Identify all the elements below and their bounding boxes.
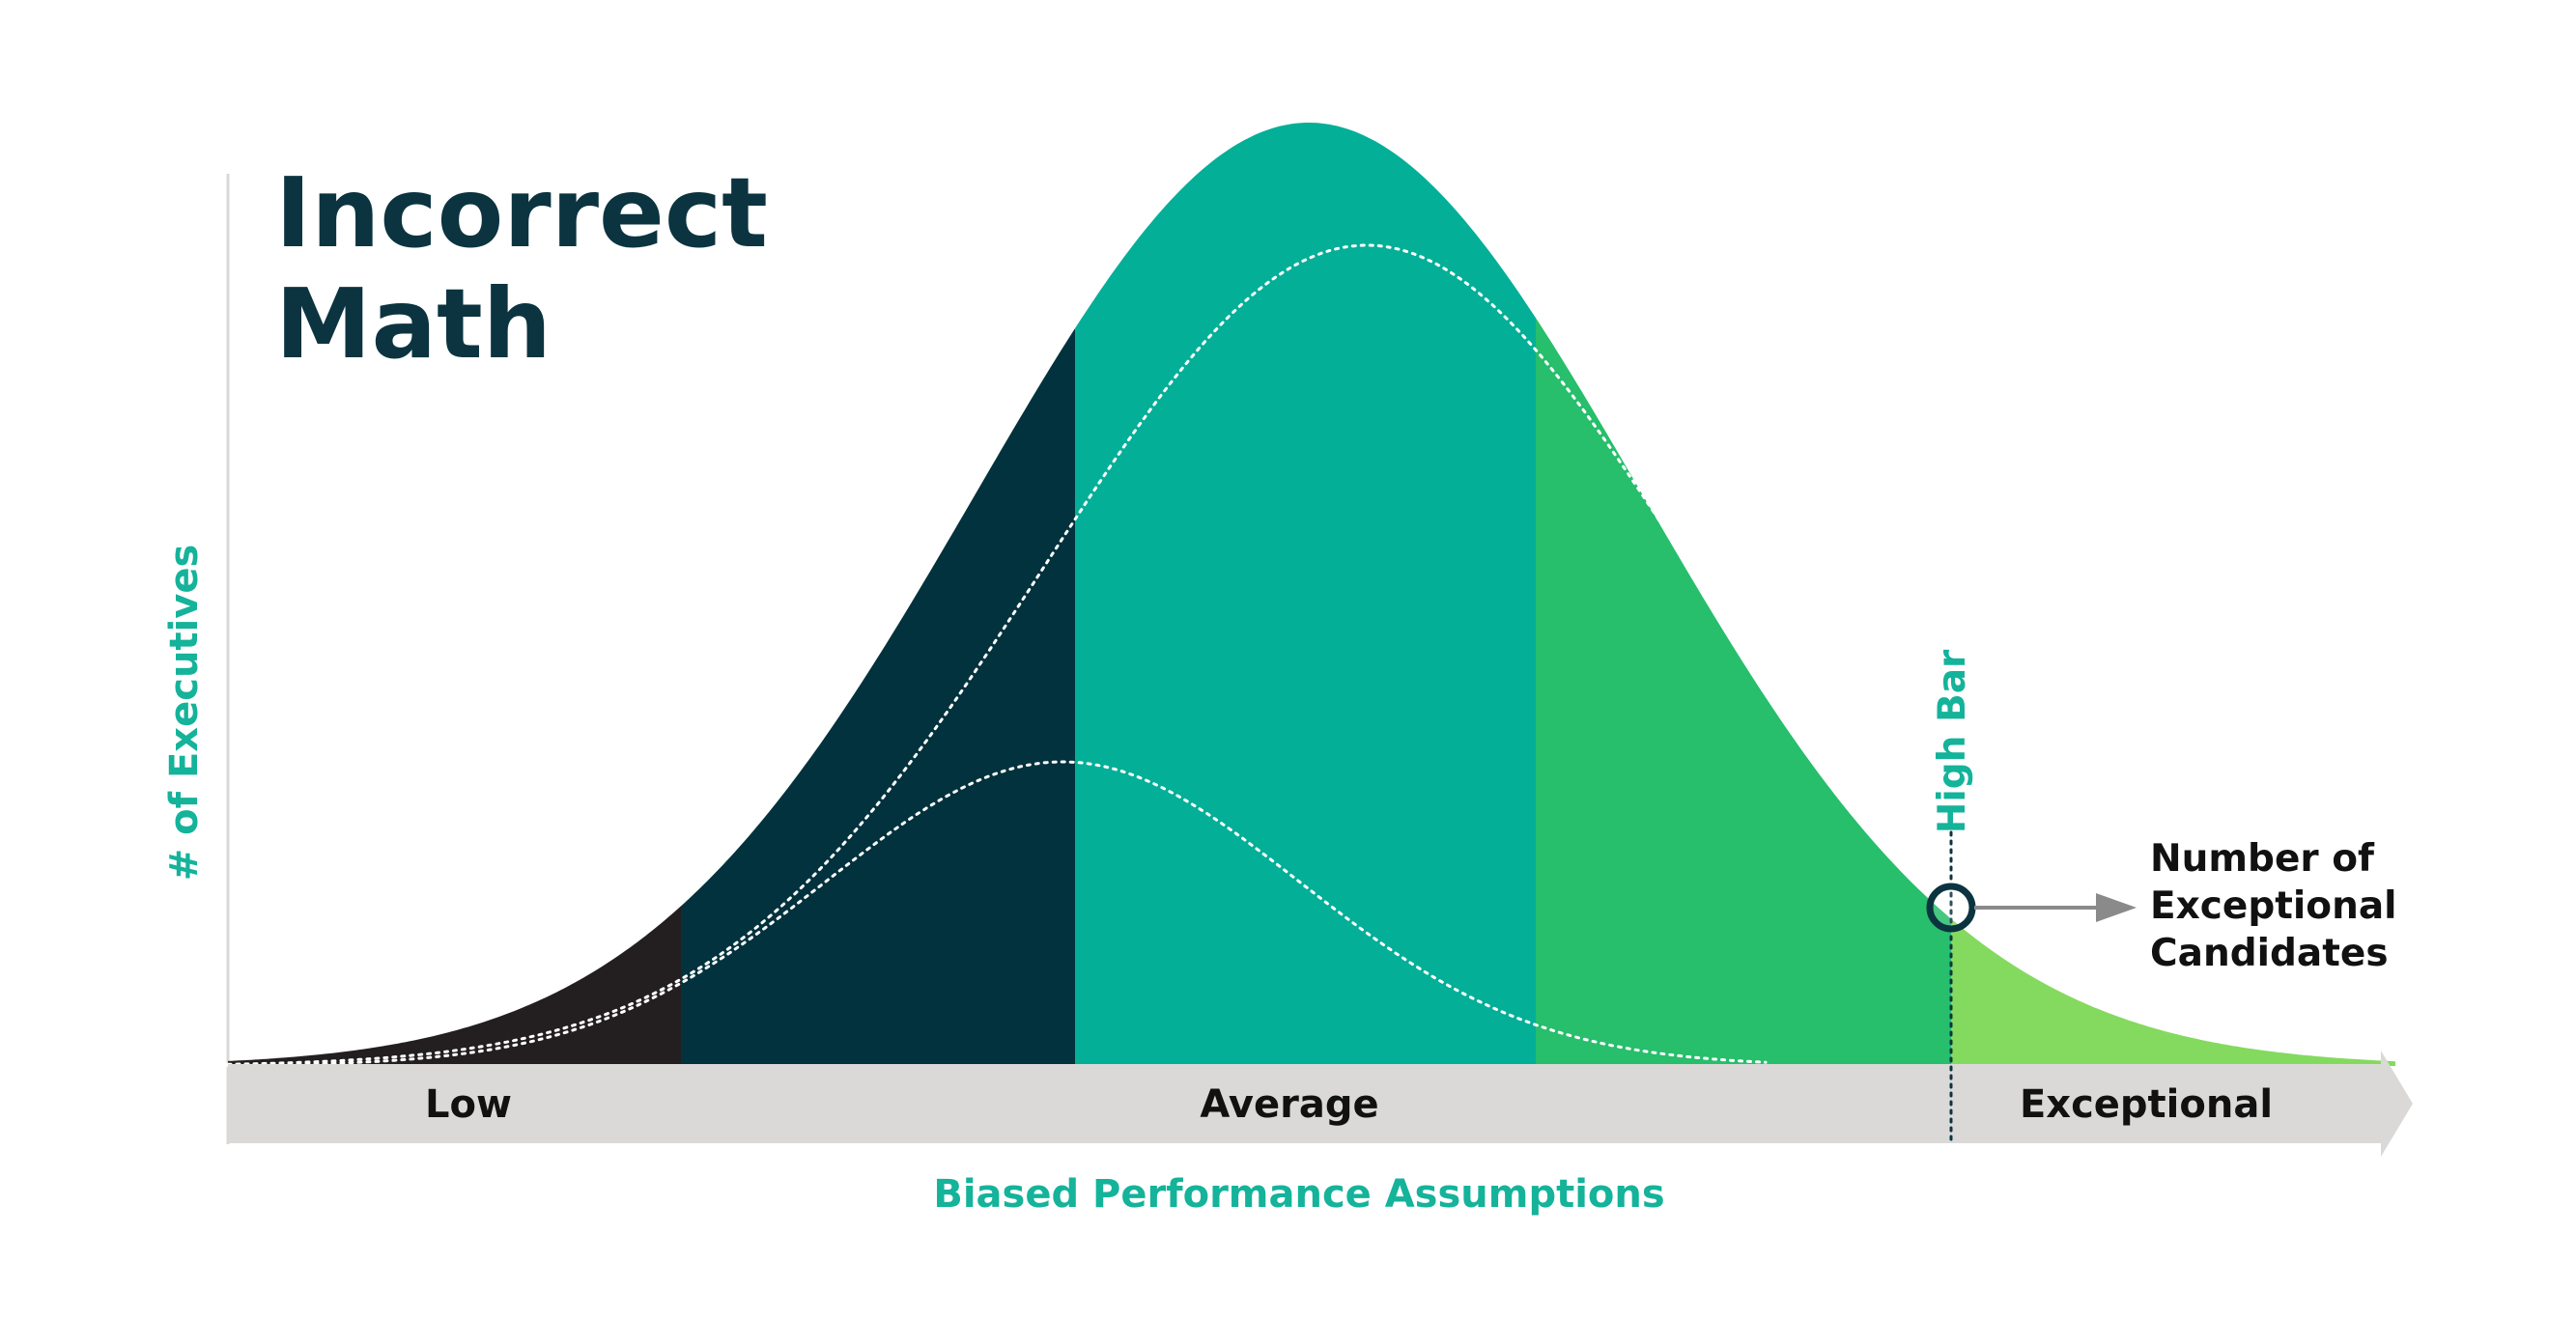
x-axis-arrow-bar xyxy=(228,1051,2413,1157)
dotted-curve-lower xyxy=(226,760,1768,1067)
title-line-1: Incorrect xyxy=(275,156,768,269)
band-above-average xyxy=(1536,123,1951,1066)
callout-line-3: Candidates xyxy=(2150,932,2389,975)
band-average xyxy=(1075,123,1536,1066)
callout-line-1: Number of xyxy=(2150,837,2375,881)
band-label-average: Average xyxy=(1200,1082,1378,1127)
high-bar-marker-icon xyxy=(1926,883,1976,933)
x-axis-label: Biased Performance Assumptions xyxy=(933,1172,1664,1217)
band-label-exceptional: Exceptional xyxy=(2020,1082,2273,1127)
high-bar-label: High Bar xyxy=(1931,649,1974,833)
dotted-curve-upper xyxy=(226,243,1934,1066)
band-label-low: Low xyxy=(425,1082,512,1127)
title-line-2: Math xyxy=(275,267,552,380)
y-axis-label: # of Executives xyxy=(162,545,207,882)
arrow-head xyxy=(2096,893,2137,922)
callout-line-2: Exceptional xyxy=(2150,884,2397,928)
